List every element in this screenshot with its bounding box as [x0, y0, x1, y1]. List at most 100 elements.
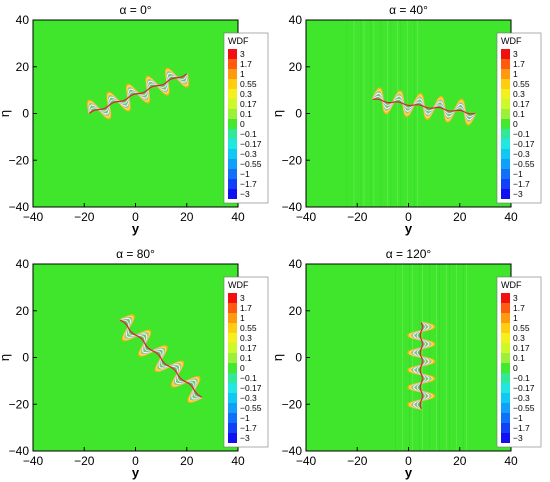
x-tick-label: 20 — [453, 210, 467, 224]
x-tick-label: 0 — [132, 210, 139, 224]
y-tick-label: 40 — [16, 257, 30, 271]
legend-level-label: −3 — [240, 433, 250, 443]
heatmap-field — [306, 264, 511, 451]
legend-level-label: 0.1 — [513, 109, 525, 119]
legend-level-label: −0.17 — [513, 383, 535, 393]
legend-swatch — [228, 119, 237, 129]
legend-level-label: −0.1 — [513, 129, 530, 139]
legend-swatch — [501, 343, 510, 353]
y-tick-label: 0 — [295, 107, 302, 121]
legend-title: WDF — [228, 280, 249, 290]
y-tick-label: 0 — [22, 351, 29, 365]
legend-swatch — [501, 333, 510, 343]
x-tick-label: −20 — [347, 454, 368, 468]
panel-2: α = 40°−40 −20 0 20 4040200−20−40yηWDF31.710… — [270, 3, 542, 236]
legend-swatch — [501, 383, 510, 393]
legend-swatch — [228, 109, 237, 119]
x-axis-label: y — [132, 221, 140, 236]
legend-swatch — [501, 149, 510, 159]
panel-1: α = 0°−40−200204040200−20−40yηWDF31.710.… — [0, 3, 269, 236]
legend-level-label: 0 — [513, 119, 518, 129]
legend-level-label: −0.55 — [240, 159, 262, 169]
heatmap-field — [33, 264, 238, 451]
panel-3: α = 80°−40−200204040200−20−40yηWDF31.710… — [0, 247, 269, 480]
legend-level-label: 1 — [513, 69, 518, 79]
legend-level-label: 0.3 — [513, 89, 525, 99]
y-axis-label: η — [270, 354, 285, 361]
legend-title: WDF — [501, 36, 522, 46]
legend-swatch — [501, 413, 510, 423]
legend-swatch — [228, 433, 237, 443]
legend-level-label: 0.17 — [240, 99, 257, 109]
legend-level-label: 3 — [513, 49, 518, 59]
wdf-core-curve — [372, 98, 476, 115]
x-tick-label: −40 — [23, 210, 44, 224]
x-axis-label: y — [132, 465, 140, 480]
legend-swatch — [228, 313, 237, 323]
y-tick-label: −40 — [282, 200, 303, 214]
legend-level-label: −0.17 — [513, 139, 535, 149]
x-tick-label: 20 — [453, 454, 467, 468]
x-tick-label: 40 — [504, 210, 518, 224]
legend-level-label: −0.55 — [240, 403, 262, 413]
x-tick-label: −20 — [74, 454, 95, 468]
legend-swatch — [501, 79, 510, 89]
x-axis-label: y — [405, 465, 413, 480]
legend-swatch — [228, 383, 237, 393]
legend-title: WDF — [228, 36, 249, 46]
legend-swatch — [228, 129, 237, 139]
legend-swatch — [228, 179, 237, 189]
y-tick-label: −20 — [9, 153, 30, 167]
legend-swatch — [501, 129, 510, 139]
panel-title: α = 0° — [119, 3, 151, 17]
legend-level-label: 0.55 — [240, 323, 257, 333]
legend-level-label: 0.3 — [240, 89, 252, 99]
legend: WDF 31.710.550.30.170.10−0.1−0.17−0.3−0.5… — [223, 276, 269, 448]
legend-swatch — [228, 89, 237, 99]
y-tick-label: 40 — [16, 13, 30, 27]
legend-swatch — [501, 69, 510, 79]
legend-level-label: 0.17 — [240, 343, 257, 353]
y-tick-label: 20 — [16, 60, 30, 74]
legend-level-label: −3 — [513, 433, 523, 443]
x-tick-label: 0 — [405, 210, 412, 224]
y-axis-label: η — [270, 110, 285, 117]
legend-level-label: −0.1 — [513, 373, 530, 383]
legend-level-label: −0.3 — [513, 149, 530, 159]
legend-swatch — [228, 353, 237, 363]
legend-level-label: −1.7 — [240, 179, 257, 189]
wdf-core-curve — [89, 73, 188, 114]
legend-level-label: −0.17 — [240, 139, 262, 149]
legend-swatch — [501, 393, 510, 403]
legend-swatch — [228, 59, 237, 69]
x-tick-label: 20 — [180, 210, 194, 224]
legend-level-label: 0.1 — [240, 353, 252, 363]
x-tick-label: −40 — [296, 454, 317, 468]
x-tick-label: −20 — [347, 210, 368, 224]
legend-swatch — [228, 393, 237, 403]
panel-title: α = 40° — [389, 3, 428, 17]
legend-level-label: −1.7 — [513, 179, 530, 189]
legend-level-label: 0.1 — [513, 353, 525, 363]
x-axis-label: y — [405, 221, 413, 236]
legend-swatch — [501, 373, 510, 383]
legend-swatch — [228, 303, 237, 313]
legend-level-label: 3 — [513, 293, 518, 303]
legend-swatch — [228, 293, 237, 303]
legend-swatch — [501, 179, 510, 189]
y-tick-label: 20 — [289, 60, 303, 74]
legend-level-label: −1 — [240, 169, 250, 179]
legend-level-label: 1 — [513, 313, 518, 323]
legend-swatch — [228, 323, 237, 333]
legend-swatch — [228, 69, 237, 79]
wdf-core-curve — [419, 322, 423, 410]
legend-level-label: −0.55 — [513, 403, 535, 413]
wdf-core-curve — [119, 319, 203, 398]
x-tick-label: 40 — [231, 210, 245, 224]
legend-swatch — [501, 139, 510, 149]
y-tick-label: 40 — [289, 13, 303, 27]
y-tick-label: 0 — [22, 107, 29, 121]
legend-level-label: −0.17 — [240, 383, 262, 393]
legend-swatch — [228, 333, 237, 343]
